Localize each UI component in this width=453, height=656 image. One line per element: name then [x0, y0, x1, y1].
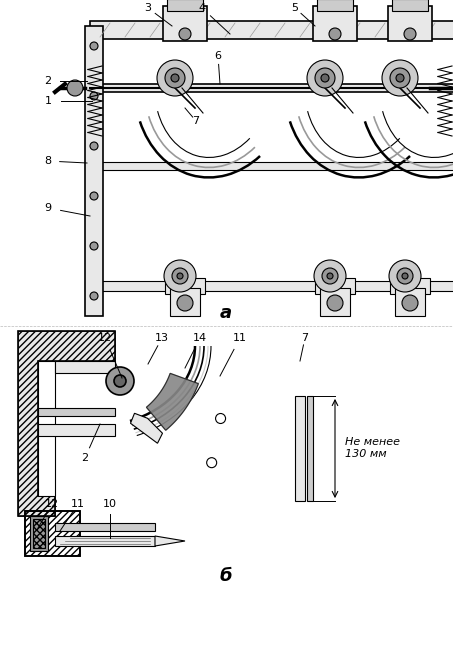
Circle shape	[90, 242, 98, 250]
Bar	[395, 288, 425, 316]
Bar	[170, 288, 200, 316]
Bar	[25, 511, 80, 556]
Circle shape	[114, 375, 126, 387]
Circle shape	[402, 273, 408, 279]
Text: 5: 5	[291, 3, 299, 13]
Circle shape	[397, 268, 413, 284]
Circle shape	[177, 273, 183, 279]
Circle shape	[327, 273, 333, 279]
Bar	[313, 6, 357, 41]
Circle shape	[172, 268, 188, 284]
Bar	[315, 278, 355, 294]
Circle shape	[396, 74, 404, 82]
Bar	[55, 523, 155, 531]
Circle shape	[90, 292, 98, 300]
Text: 12: 12	[45, 499, 59, 509]
Polygon shape	[146, 373, 198, 430]
Circle shape	[67, 80, 83, 96]
Circle shape	[314, 260, 346, 292]
Text: 14: 14	[193, 333, 207, 343]
Circle shape	[157, 60, 193, 96]
Bar	[165, 278, 205, 294]
Bar	[388, 6, 432, 41]
Circle shape	[390, 68, 410, 88]
Bar	[85, 26, 103, 316]
Bar	[163, 6, 207, 41]
Circle shape	[402, 295, 418, 311]
Circle shape	[90, 92, 98, 100]
Text: б: б	[220, 567, 232, 585]
Circle shape	[207, 458, 217, 468]
Text: 7: 7	[193, 116, 200, 126]
Text: 2: 2	[82, 453, 89, 463]
Bar	[85, 281, 453, 291]
Polygon shape	[155, 536, 185, 546]
Text: 7: 7	[301, 333, 308, 343]
Circle shape	[90, 142, 98, 150]
Circle shape	[106, 367, 134, 395]
Text: 11: 11	[233, 333, 247, 343]
Text: 9: 9	[44, 203, 52, 213]
Text: 2: 2	[44, 76, 52, 86]
Polygon shape	[18, 331, 115, 516]
Circle shape	[382, 60, 418, 96]
Circle shape	[164, 260, 196, 292]
Bar	[38, 361, 55, 496]
Circle shape	[322, 268, 338, 284]
Text: 8: 8	[44, 156, 52, 166]
Text: 11: 11	[71, 499, 85, 509]
Circle shape	[177, 295, 193, 311]
Bar	[33, 519, 45, 548]
Text: а: а	[220, 304, 232, 322]
Bar	[167, 0, 203, 11]
Bar	[90, 21, 453, 39]
Circle shape	[321, 74, 329, 82]
Circle shape	[90, 42, 98, 50]
Bar	[30, 516, 48, 551]
Circle shape	[307, 60, 343, 96]
Text: 10: 10	[103, 499, 117, 509]
Bar	[392, 0, 428, 11]
Text: Не менее
130 мм: Не менее 130 мм	[345, 437, 400, 459]
Bar	[55, 536, 155, 546]
Text: 6: 6	[215, 51, 222, 61]
Text: 3: 3	[145, 3, 151, 13]
Bar	[38, 408, 115, 416]
Polygon shape	[130, 413, 163, 443]
Bar	[38, 424, 115, 436]
Circle shape	[179, 28, 191, 40]
Circle shape	[404, 28, 416, 40]
Circle shape	[165, 68, 185, 88]
Bar	[85, 162, 453, 170]
Bar	[55, 361, 115, 373]
Bar	[317, 0, 353, 11]
Text: 13: 13	[155, 333, 169, 343]
Circle shape	[315, 68, 335, 88]
Bar	[390, 278, 430, 294]
Circle shape	[171, 74, 179, 82]
Bar	[25, 511, 80, 556]
Text: 4: 4	[198, 3, 206, 13]
Polygon shape	[146, 373, 198, 430]
Circle shape	[216, 413, 226, 424]
Circle shape	[90, 192, 98, 200]
Circle shape	[329, 28, 341, 40]
Bar	[307, 396, 313, 501]
Bar	[90, 84, 453, 92]
Bar	[320, 288, 350, 316]
Circle shape	[389, 260, 421, 292]
Text: 1: 1	[44, 96, 52, 106]
Circle shape	[327, 295, 343, 311]
Text: 12: 12	[98, 333, 112, 343]
Bar	[295, 396, 305, 501]
